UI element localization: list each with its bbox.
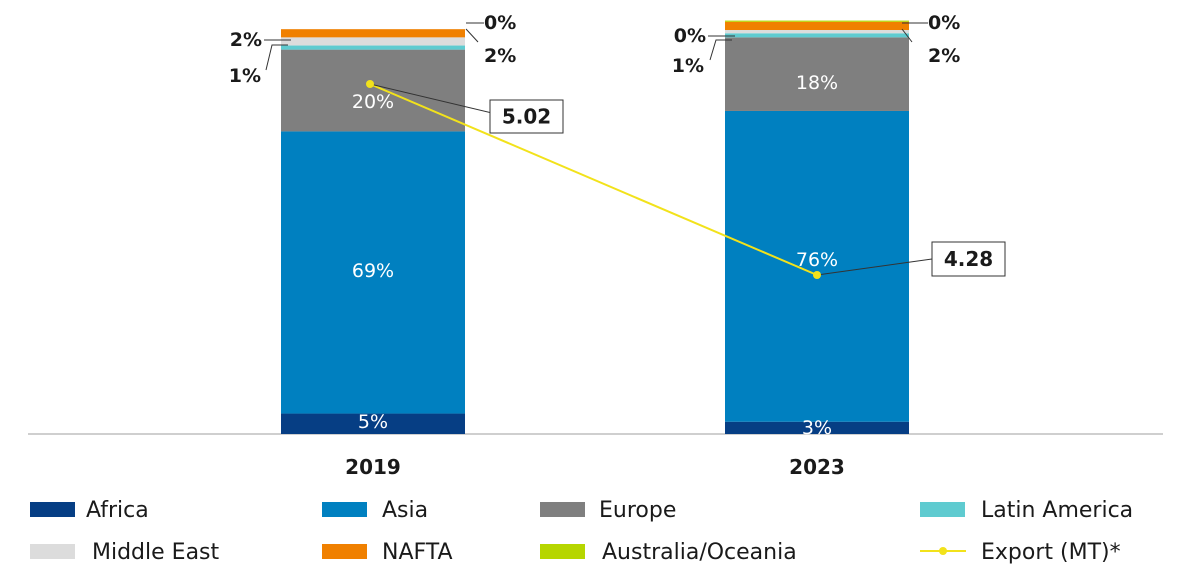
leader-line [709, 39, 732, 61]
bar-nafta-2019 [281, 29, 465, 38]
data-label: 20% [352, 91, 394, 113]
x-tick-label: 2019 [345, 455, 401, 479]
bar-europe-2019 [281, 49, 465, 132]
data-label: 0% [674, 25, 706, 47]
bar-africa-2019 [281, 413, 465, 434]
legend-swatch-latin-america [920, 502, 965, 517]
export-point [813, 271, 821, 279]
leader-line [901, 28, 913, 43]
legend-label-asia: Asia [382, 498, 428, 523]
legend-label-europe: Europe [599, 498, 676, 523]
bar-middle-east-2023 [725, 29, 909, 34]
data-label: 18% [796, 72, 838, 94]
data-label: 69% [352, 260, 394, 282]
data-label: 5% [358, 411, 388, 433]
bar-latin-america-2019 [281, 45, 465, 50]
data-label: 0% [484, 12, 516, 34]
legend-label-export: Export (MT)* [981, 540, 1121, 565]
data-label: 1% [229, 65, 261, 87]
legend-swatch-africa [30, 502, 75, 517]
bar-middle-east-2019 [281, 37, 465, 46]
bar-australia-oceania-2023 [725, 20, 909, 22]
leader-line [265, 44, 288, 71]
export-line [369, 83, 818, 276]
bar-africa-2023 [725, 421, 909, 434]
legend-label-latin-america: Latin America [981, 498, 1133, 523]
legend-swatch-australia-oceania [540, 544, 585, 559]
legend-label-middle-east: Middle East [92, 540, 220, 565]
leader-line [465, 28, 479, 43]
data-label: 2% [230, 29, 262, 51]
legend-swatch-middle-east [30, 544, 75, 559]
legend-swatch-europe [540, 502, 585, 517]
data-label: 1% [672, 55, 704, 77]
legend-marker-export [939, 547, 947, 555]
bar-europe-2023 [725, 37, 909, 111]
bar-latin-america-2023 [725, 33, 909, 38]
bar-nafta-2023 [725, 21, 909, 30]
data-label: 3% [802, 417, 832, 439]
legend-label-australia-oceania: Australia/Oceania [602, 540, 797, 565]
legend-swatch-nafta [322, 544, 367, 559]
legend-swatch-asia [322, 502, 367, 517]
export-value-label: 5.02 [502, 105, 551, 129]
legend-label-africa: Africa [86, 498, 149, 523]
export-value-box [489, 99, 564, 134]
leader-line [816, 258, 933, 276]
x-tick-label: 2023 [789, 455, 845, 479]
export-point [366, 80, 374, 88]
data-label: 76% [796, 249, 838, 271]
export-value-box [931, 241, 1006, 277]
export-value-label: 4.28 [944, 247, 993, 271]
data-label: 2% [484, 45, 516, 67]
data-label: 0% [928, 12, 960, 34]
bar-asia-2019 [281, 131, 465, 414]
data-label: 2% [928, 45, 960, 67]
legend-label-nafta: NAFTA [382, 540, 453, 565]
